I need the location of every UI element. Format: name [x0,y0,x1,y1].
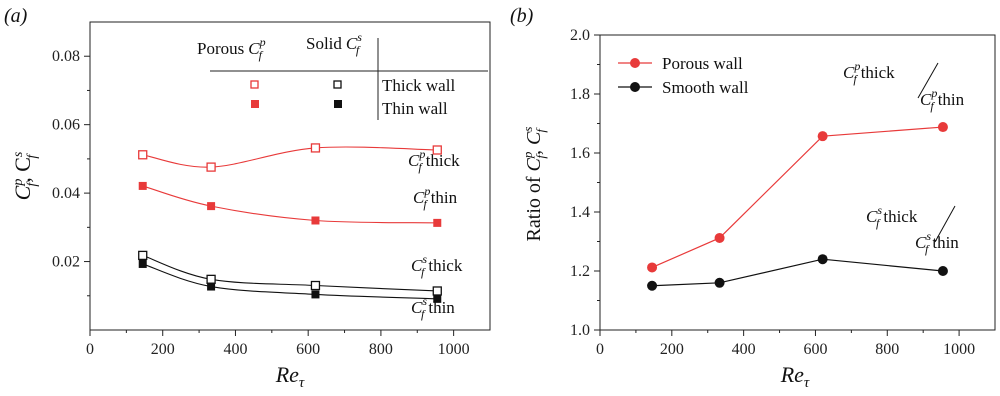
point-porous_thick-3 [432,145,442,155]
panel-b-xlabel: Reτ [780,362,810,391]
point-series-1-3 [937,266,948,276]
panel-b-ytick-label-1: 1.2 [570,263,590,280]
legend-row-thin: Thin wall [382,99,448,118]
point-solid_thick-2 [310,280,321,291]
panel-a-plot-frame [89,21,491,331]
legend-marker-solid-thin [334,100,342,108]
point-solid_thin-0 [138,259,147,268]
point-solid_thick-0 [138,250,148,261]
fit-curve-solid_thin [142,263,438,300]
point-porous_thin-0 [138,181,147,190]
panel-a-ytick-label-1: 0.04 [52,185,80,202]
annot-porous-ratio-num: Cp f thick [843,59,895,86]
point-porous_thin-1 [207,202,216,211]
fit-curve-porous_thick [142,146,438,168]
panel-b-ytick-label-2: 1.4 [570,204,590,221]
panel-a: (a) 0 200 400 600 800 1000 0.02 0.04 0.06 0.08 Cp… [4,5,491,391]
point-solid_thin-1 [207,282,216,291]
legend-col-porous: Porous Cp f [197,35,266,62]
panel-b-ytick-label-3: 1.6 [570,145,590,162]
panel-b-xtick-label-2: 400 [732,341,756,358]
panel-a-label: (a) [4,5,28,27]
point-porous_thin-3 [433,218,442,227]
annot-solid-thick: Cs f thick [411,252,463,279]
panel-b-xtick-label-3: 600 [803,341,827,358]
point-series-1-0 [647,280,658,291]
panel-b-label: (b) [510,5,534,27]
legend-marker-solid-thick [333,80,342,89]
point-porous_thick-1 [206,162,216,172]
panel-a-ytick-label-0: 0.02 [52,254,80,271]
annot-porous-thick: Cp f thick [408,147,460,174]
legend-marker-smooth [630,82,640,92]
point-solid_thick-1 [206,274,216,285]
legend-label-smooth: Smooth wall [662,78,749,97]
series-line-1 [652,258,943,287]
point-solid_thin-3 [433,294,442,303]
annot-porous-ratio: Cp f thick Cp f thin [843,59,965,113]
panel-a-xtick-label-5: 1000 [438,341,470,358]
point-porous_thick-2 [310,143,321,153]
point-series-1-2 [817,254,828,265]
panel-a-fit-curves [142,146,438,300]
legend-marker-porous-thin [251,100,259,108]
panel-b-ytick-label-0: 1.0 [570,322,590,339]
point-series-0-2 [817,131,828,142]
annot-porous-ratio-slash [917,62,939,99]
panel-a-legend-table: Porous Cp f Solid Cs f Thick wall Thin wall [197,30,488,120]
point-solid_thin-2 [311,290,320,299]
panel-a-ticks: 0 200 400 600 800 1000 0.02 0.04 0.06 0.08 [52,48,470,358]
legend-row-thick: Thick wall [382,76,455,95]
panel-a-xlabel: Reτ [275,362,305,391]
panel-a-ytick-label-3: 0.08 [52,48,80,65]
annot-solid-thin: Cs f thin [411,294,455,321]
panel-b-xtick-label-1: 200 [660,341,684,358]
annot-solid-ratio-den: Cs f thin [915,229,959,256]
legend-marker-porous-thick [250,80,259,89]
panel-b-xtick-label-5: 1000 [943,341,975,358]
panel-b-xtick-label-4: 800 [875,341,899,358]
panel-b-ytick-label-5: 2.0 [570,27,590,44]
series-line-0 [651,126,943,269]
panel-b-series-lines [651,126,943,287]
legend-marker-porous [630,58,640,68]
point-series-1-1 [714,277,725,288]
panel-b-ticks: 0 200 400 600 800 1000 1.0 1.2 1.4 1.6 1.8 2.0 [570,27,975,358]
panel-a-markers [138,143,442,303]
panel-b-legend: Porous wall Smooth wall [618,54,749,97]
panel-b-markers [647,122,948,291]
panel-a-xtick-label-1: 200 [151,341,175,358]
point-series-0-1 [714,232,725,243]
annot-solid-ratio-slash [934,205,956,243]
panel-a-ytick-label-2: 0.06 [52,117,80,134]
panel-b-ytick-label-4: 1.8 [570,86,590,103]
fit-curve-porous_thin [142,185,438,224]
panel-a-xtick-label-3: 600 [296,341,320,358]
point-solid_thick-3 [432,286,442,296]
annot-solid-ratio: Cs f thick Cs f thin [866,203,959,256]
legend-col-solid: Solid Cs f [306,30,362,57]
legend-label-porous: Porous wall [662,54,743,73]
fit-curve-solid_thick [142,254,438,292]
annot-porous-thin: Cp f thin [413,184,458,211]
point-porous_thin-2 [311,216,320,225]
panel-a-xtick-label-4: 800 [369,341,393,358]
panel-a-xtick-label-0: 0 [86,341,94,358]
panel-a-xtick-label-2: 400 [223,341,247,358]
panel-b-ylabel: Ratio ofCpf, Csf [520,127,548,242]
point-porous_thick-0 [138,150,148,160]
panel-b: (b) 0 200 400 600 800 10001.01.21.41.61.82.0 … [510,5,996,391]
panel-a-ylabel: Cpf, Csf [10,151,40,200]
annot-porous-ratio-den: Cp f thin [920,86,965,113]
point-series-0-0 [647,262,658,273]
point-series-0-3 [937,122,948,133]
annot-solid-ratio-num: Cs f thick [866,203,918,230]
panel-b-xtick-label-0: 0 [596,341,604,358]
